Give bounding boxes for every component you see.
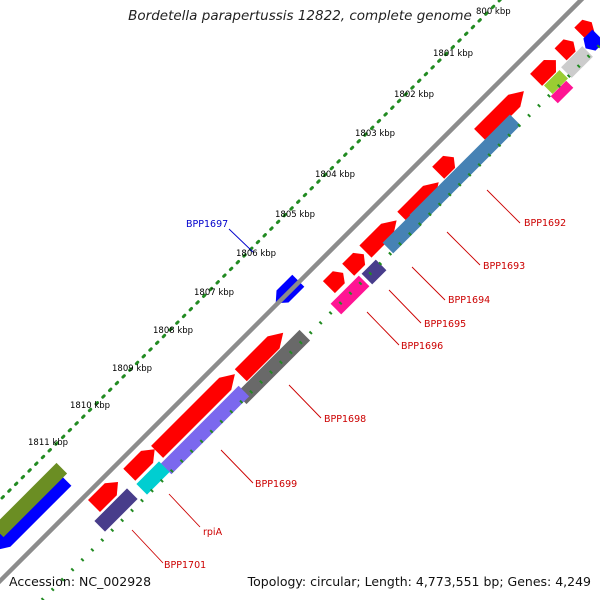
gene-label-bpp1701[interactable]: BPP1701 [164, 560, 206, 571]
gene-label-bpp1696[interactable]: BPP1696 [401, 341, 443, 352]
gene-label-rpia[interactable]: rpiA [203, 527, 223, 538]
cog-top-gray[interactable] [561, 46, 593, 78]
feature-bands [0, 19, 600, 551]
gene-label-bpp1694[interactable]: BPP1694 [448, 295, 490, 306]
ruler-label-1803: 1803 kbp [355, 129, 395, 139]
leader-line-bpp1692 [486, 189, 521, 224]
ruler-label-1808: 1808 kbp [153, 326, 193, 336]
cog-bpp1698[interactable] [235, 329, 311, 405]
cog-left-olive[interactable] [0, 462, 68, 538]
ruler-label-1802: 1802 kbp [394, 90, 434, 100]
leader-line-bpp1699 [220, 449, 254, 484]
backbone-ring [0, 0, 585, 585]
cog-top-green[interactable] [544, 70, 568, 94]
gene-right-blue[interactable] [583, 29, 600, 51]
ruler-label-800: 800 kbp [476, 7, 511, 17]
leader-line-bpp1696 [366, 311, 400, 346]
leader-line-bpp1693 [446, 231, 481, 266]
ruler-label-1807: 1807 kbp [194, 288, 234, 298]
ruler-label-1805: 1805 kbp [275, 210, 315, 220]
leader-line-bpp1695 [388, 289, 422, 324]
genome-summary: Topology: circular; Length: 4,773,551 bp… [247, 574, 591, 589]
cds-top-2[interactable] [554, 39, 576, 61]
ruler-label-1811: 1811 kbp [28, 438, 68, 448]
gene-label-bpp1693[interactable]: BPP1693 [483, 261, 525, 272]
cog-bpp1693[interactable] [382, 214, 422, 254]
ruler-label-1809: 1809 kbp [112, 364, 152, 374]
cds-bpp1694[interactable] [397, 182, 439, 224]
gene-label-bpp1699[interactable]: BPP1699 [255, 479, 297, 490]
leader-line-bpp1697 [228, 228, 254, 253]
accession-label: Accession: NC_002928 [9, 574, 152, 589]
gene-label-bpp1692[interactable]: BPP1692 [524, 218, 566, 229]
ruler-label-1810: 1810 kbp [70, 401, 110, 411]
leader-line-bpp1698 [288, 384, 322, 419]
cds-bpp1693[interactable] [432, 155, 456, 179]
cog-bpp1695[interactable] [330, 275, 370, 315]
map-title: Bordetella parapertussis 12822, complete… [128, 8, 472, 24]
cog-bpp1699[interactable] [160, 385, 250, 475]
cog-bpp1694[interactable] [361, 259, 387, 285]
cds-bpp1696[interactable] [342, 252, 366, 276]
cog-top-pink[interactable] [550, 80, 574, 104]
gene-label-bpp1697[interactable]: BPP1697 [186, 219, 228, 230]
cds-top-1[interactable] [530, 60, 556, 86]
cog-bpp1701[interactable] [94, 488, 138, 532]
leader-line-rpia [168, 493, 201, 528]
ruler-track [0, 0, 503, 500]
gc-skew-track [40, 43, 600, 600]
ruler-label-1801: 1801 kbp [433, 49, 473, 59]
cds-bpp1695[interactable] [359, 220, 397, 258]
cds-bpp1696b[interactable] [322, 271, 345, 294]
leader-line-bpp1701 [131, 529, 164, 564]
gene-label-bpp1698[interactable]: BPP1698 [324, 414, 366, 425]
cds-bpp1699[interactable] [151, 374, 235, 458]
cog-rpiA[interactable] [136, 461, 170, 495]
cds-bpp1701[interactable] [88, 482, 118, 512]
gene-left-blue[interactable] [0, 473, 72, 551]
cog-bpp1692[interactable] [409, 114, 521, 226]
cds-bpp1698[interactable] [234, 332, 284, 382]
ruler-label-1804: 1804 kbp [315, 170, 355, 180]
gene-label-bpp1695[interactable]: BPP1695 [424, 319, 466, 330]
leader-line-bpp1694 [411, 266, 446, 301]
cds-rpiA[interactable] [123, 449, 155, 481]
ruler-label-1806: 1806 kbp [236, 249, 276, 259]
cds-bpp1692[interactable] [474, 91, 524, 141]
